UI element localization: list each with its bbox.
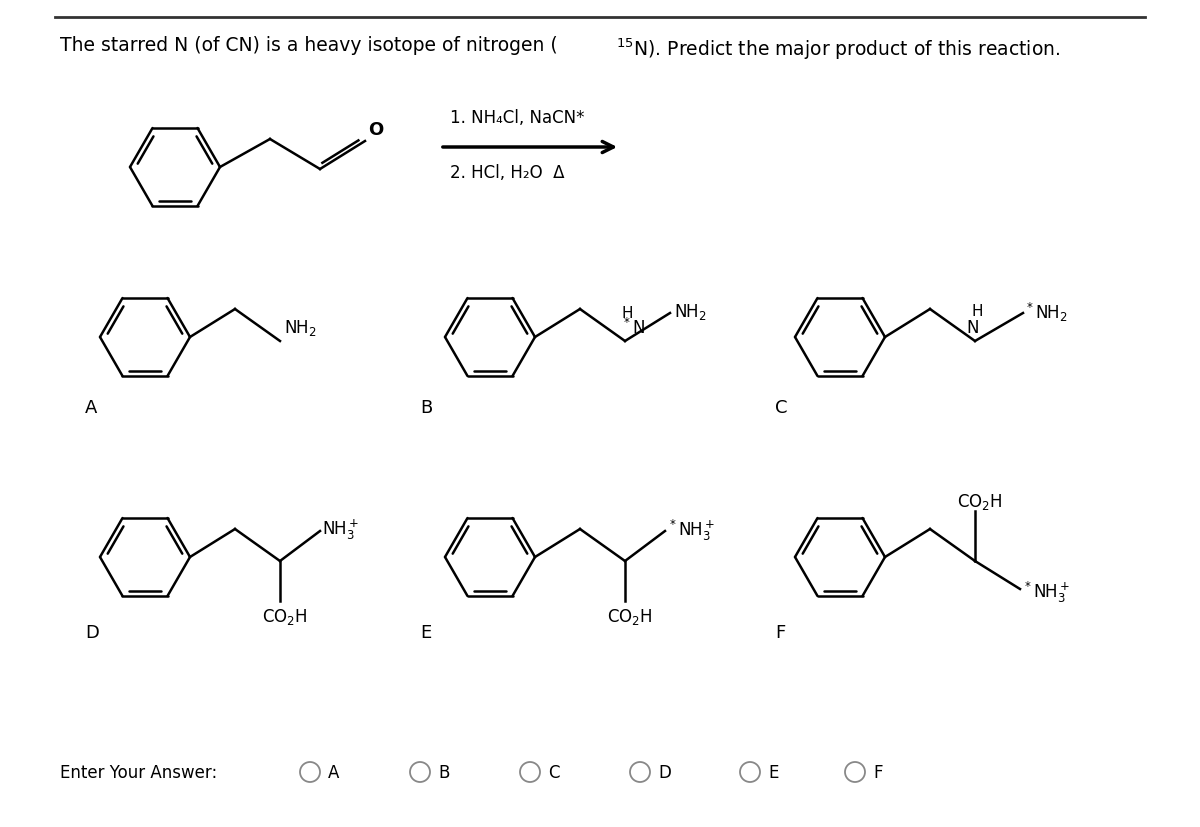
Text: D: D bbox=[85, 624, 98, 641]
Text: E: E bbox=[768, 763, 779, 781]
Text: C: C bbox=[775, 399, 787, 417]
Text: The starred N (of CN) is a heavy isotope of nitrogen (: The starred N (of CN) is a heavy isotope… bbox=[60, 36, 558, 55]
Text: 1. NH₄Cl, NaCN*: 1. NH₄Cl, NaCN* bbox=[450, 109, 584, 127]
Text: H: H bbox=[971, 304, 983, 319]
Text: NH$_2$: NH$_2$ bbox=[284, 318, 317, 337]
Text: C: C bbox=[548, 763, 559, 781]
Text: H: H bbox=[622, 306, 632, 321]
Text: NH$_3^+$: NH$_3^+$ bbox=[322, 517, 359, 542]
Text: F: F bbox=[874, 763, 882, 781]
Text: Enter Your Answer:: Enter Your Answer: bbox=[60, 763, 217, 781]
Text: E: E bbox=[420, 624, 431, 641]
Text: A: A bbox=[85, 399, 97, 417]
Text: $^*$NH$_3^+$: $^*$NH$_3^+$ bbox=[1022, 579, 1070, 604]
Text: B: B bbox=[438, 763, 449, 781]
Text: 2. HCl, H₂O  Δ: 2. HCl, H₂O Δ bbox=[450, 164, 564, 182]
Text: NH$_2$: NH$_2$ bbox=[674, 302, 707, 322]
Text: F: F bbox=[775, 624, 785, 641]
Text: O: O bbox=[368, 121, 383, 139]
Text: CO$_2$H: CO$_2$H bbox=[958, 491, 1003, 511]
Text: $^*$N: $^*$N bbox=[622, 318, 644, 337]
Text: CO$_2$H: CO$_2$H bbox=[607, 606, 653, 626]
Text: N: N bbox=[967, 318, 979, 337]
Text: $^*$NH$_2$: $^*$NH$_2$ bbox=[1024, 300, 1068, 323]
Text: D: D bbox=[658, 763, 671, 781]
Text: $^{15}$N). Predict the major product of this reaction.: $^{15}$N). Predict the major product of … bbox=[616, 36, 1061, 61]
Text: A: A bbox=[328, 763, 340, 781]
Text: $^*$NH$_3^+$: $^*$NH$_3^+$ bbox=[667, 517, 715, 542]
Text: CO$_2$H: CO$_2$H bbox=[262, 606, 307, 626]
Text: B: B bbox=[420, 399, 432, 417]
